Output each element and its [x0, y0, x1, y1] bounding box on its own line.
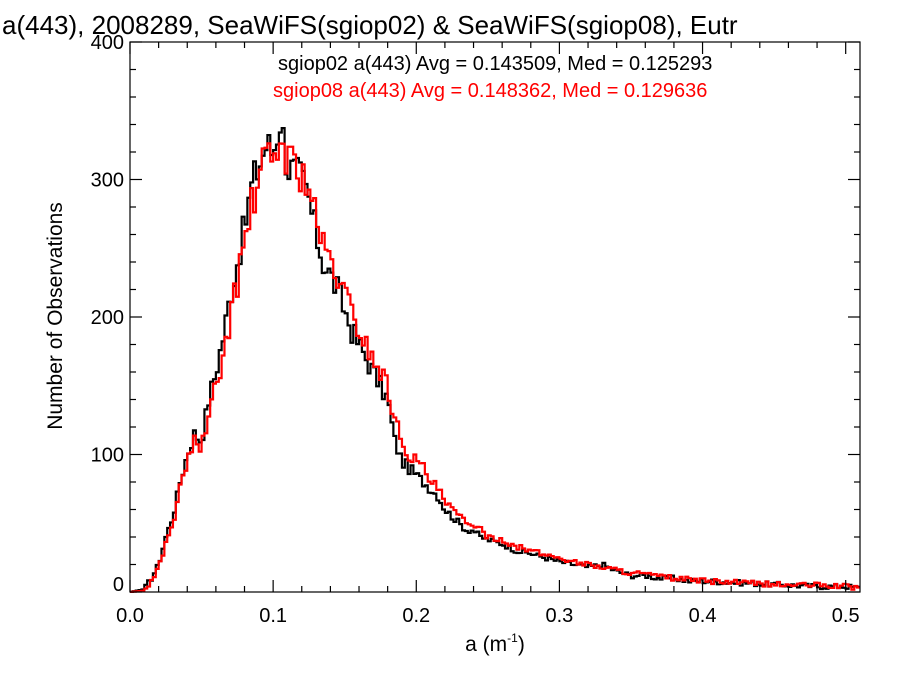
- x-tick-label: 0.0: [116, 605, 144, 627]
- x-axis-label-close: ): [518, 633, 525, 656]
- ticks-layer: [129, 41, 860, 593]
- y-tick-label: 100: [91, 445, 124, 467]
- histogram-series-0: [130, 126, 860, 593]
- histogram-series-1: [130, 142, 860, 593]
- x-axis-label-main: a (m: [465, 633, 507, 656]
- y-tick-label: 400: [91, 32, 124, 54]
- x-tick-label: 0.2: [402, 605, 430, 627]
- plot-frame: [129, 41, 861, 593]
- chart-title: a(443), 2008289, SeaWiFS(sgiop02) & SeaW…: [2, 10, 738, 40]
- x-tick-label: 0.1: [259, 605, 287, 627]
- y-tick-label: 200: [91, 307, 124, 329]
- annotation-sgiop08: sgiop08 a(443) Avg = 0.148362, Med = 0.1…: [273, 80, 707, 102]
- x-tick-label: 0.4: [689, 605, 717, 627]
- x-axis-label: a (m-1): [465, 631, 525, 656]
- x-tick-label: 0.5: [832, 605, 860, 627]
- y-tick-label: 0: [113, 574, 124, 596]
- series-layer: [130, 126, 860, 593]
- x-axis-label-sup: -1: [507, 631, 518, 645]
- y-tick-label: 300: [91, 170, 124, 192]
- x-tick-label: 0.3: [546, 605, 574, 627]
- annotation-sgiop02: sgiop02 a(443) Avg = 0.143509, Med = 0.1…: [278, 53, 712, 75]
- tick-labels: 0.0 0.1 0.2 0.3 0.4 0.5 0 100 200 300 400: [91, 32, 860, 627]
- y-axis-label: Number of Observations: [44, 202, 67, 430]
